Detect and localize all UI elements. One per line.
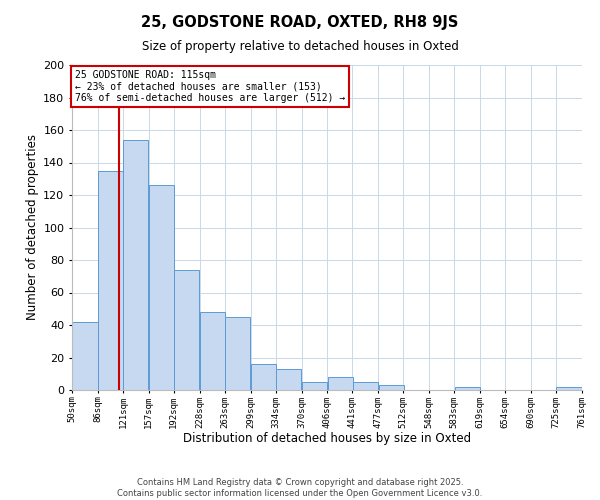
Bar xyxy=(302,382,327,390)
Bar xyxy=(328,377,353,390)
Bar xyxy=(72,322,98,390)
Text: Size of property relative to detached houses in Oxted: Size of property relative to detached ho… xyxy=(142,40,458,53)
Bar xyxy=(353,382,378,390)
Bar xyxy=(174,270,199,390)
Bar xyxy=(251,364,276,390)
Text: Contains HM Land Registry data © Crown copyright and database right 2025.
Contai: Contains HM Land Registry data © Crown c… xyxy=(118,478,482,498)
Bar xyxy=(556,387,582,390)
Text: 25 GODSTONE ROAD: 115sqm
← 23% of detached houses are smaller (153)
76% of semi-: 25 GODSTONE ROAD: 115sqm ← 23% of detach… xyxy=(75,70,345,103)
Bar xyxy=(276,369,301,390)
Bar xyxy=(379,385,404,390)
Bar xyxy=(455,387,480,390)
Bar xyxy=(123,140,148,390)
Bar xyxy=(149,185,174,390)
Bar xyxy=(98,170,124,390)
X-axis label: Distribution of detached houses by size in Oxted: Distribution of detached houses by size … xyxy=(183,432,471,445)
Bar xyxy=(225,317,250,390)
Bar xyxy=(200,312,225,390)
Text: 25, GODSTONE ROAD, OXTED, RH8 9JS: 25, GODSTONE ROAD, OXTED, RH8 9JS xyxy=(142,15,458,30)
Y-axis label: Number of detached properties: Number of detached properties xyxy=(26,134,39,320)
